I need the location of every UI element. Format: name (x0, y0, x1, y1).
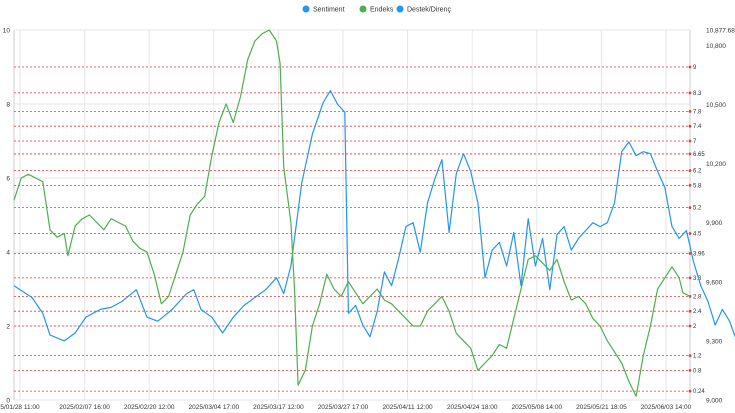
level-label: 8.3 (693, 91, 702, 97)
level-label: 1.2 (693, 354, 702, 360)
level-label: 0.8 (693, 368, 702, 374)
right-tick-label: 9,000 (706, 398, 723, 405)
level-marker (688, 276, 692, 280)
level-marker (688, 324, 692, 328)
x-tick-label: 2025/04/24 18:00 (447, 404, 498, 411)
x-tick-label: 2025/03/04 17:00 (188, 404, 239, 411)
level-marker (688, 354, 692, 357)
level-marker (688, 389, 692, 393)
series-line-endeks (13, 29, 691, 397)
level-label: 3.96 (693, 251, 705, 257)
legend-label-destek-direnc: Destek/Direnç (407, 7, 451, 14)
x-axis: 5/01/28 11:00 2025/02/07 16:00 2025/02/20 … (0, 404, 691, 411)
support-resistance-levels: 9 8.3 7.8 7.4 7 6.65 6.2 5.8 5.2 4.5 3.96 3.3 2.8 2.4… (14, 65, 705, 395)
right-tick-label: 10,877.68 (706, 28, 735, 35)
legend-marker-destek-direnc (396, 5, 404, 13)
level-label: 5.2 (693, 206, 702, 212)
x-tick-label: 5/01/28 11:00 (0, 404, 40, 411)
level-label: 3.3 (693, 276, 702, 282)
left-tick-label: 0 (6, 398, 10, 405)
legend-item-destek-direnc[interactable]: Destek/Direnç (396, 5, 452, 14)
level-label: 7 (693, 139, 697, 145)
legend-marker-endeks (359, 5, 367, 13)
right-tick-label: 9,600 (706, 279, 723, 286)
level-marker (688, 309, 692, 313)
level-marker (688, 252, 692, 255)
series-line-sentiment (13, 90, 735, 342)
level-marker (688, 65, 692, 69)
series-lines (13, 29, 735, 397)
x-tick-label: 2025/04/11 12:00 (383, 404, 434, 411)
legend-item-endeks[interactable]: Endeks (359, 5, 394, 14)
level-marker (688, 124, 692, 128)
legend-item-sentiment[interactable]: Sentiment (302, 5, 345, 14)
level-marker (688, 169, 692, 173)
level-marker (688, 152, 692, 156)
level-label: 0.24 (693, 389, 705, 395)
level-label: 9 (693, 65, 697, 71)
level-marker (688, 206, 692, 210)
right-tick-label: 10,500 (706, 102, 726, 109)
right-tick-label: 9,300 (706, 338, 723, 345)
left-tick-label: 6 (6, 176, 10, 183)
left-tick-label: 4 (6, 250, 10, 257)
legend-label-sentiment: Sentiment (313, 7, 345, 14)
x-tick-label: 2025/02/20 12:00 (124, 404, 175, 411)
legend-label-endeks: Endeks (370, 7, 394, 14)
level-label: 5.8 (693, 183, 702, 189)
x-tick-label: 2025/05/21 18:05 (576, 404, 627, 411)
x-tick-label: 2025/06/03 14:00 (641, 404, 692, 411)
legend: Sentiment Endeks Destek/Direnç (302, 5, 452, 14)
level-marker (688, 139, 692, 143)
x-tick-label: 2025/05/08 14:00 (511, 404, 562, 411)
level-label: 6.2 (693, 169, 702, 175)
right-tick-label: 9,900 (706, 220, 723, 227)
level-marker (688, 369, 692, 372)
legend-marker-sentiment (302, 5, 310, 13)
left-tick-label: 8 (6, 102, 10, 109)
level-label: 7.8 (693, 109, 702, 115)
level-label: 4.5 (693, 232, 702, 238)
level-label: 2 (693, 324, 697, 330)
right-tick-label: 10,800 (706, 43, 726, 50)
left-tick-label: 2 (6, 324, 10, 331)
right-tick-label: 10,200 (706, 161, 726, 168)
grid (13, 29, 691, 401)
level-marker (688, 110, 692, 113)
level-marker (688, 232, 692, 235)
level-label: 6.65 (693, 152, 705, 158)
level-label: 2.8 (693, 294, 702, 300)
right-axis: 9,000 9,300 9,600 9,900 10,200 10,500 10,800 10… (706, 28, 735, 405)
level-label: 2.4 (693, 309, 702, 315)
level-marker (688, 91, 692, 95)
left-axis: 0 2 4 6 8 10 (3, 28, 11, 405)
x-tick-label: 2025/03/27 17:00 (318, 404, 369, 411)
x-tick-label: 2025/02/07 16:00 (59, 404, 110, 411)
left-tick-label: 10 (3, 28, 11, 35)
level-label: 7.4 (693, 124, 702, 130)
level-marker (688, 184, 692, 187)
x-tick-label: 2025/03/17 12:00 (253, 404, 304, 411)
